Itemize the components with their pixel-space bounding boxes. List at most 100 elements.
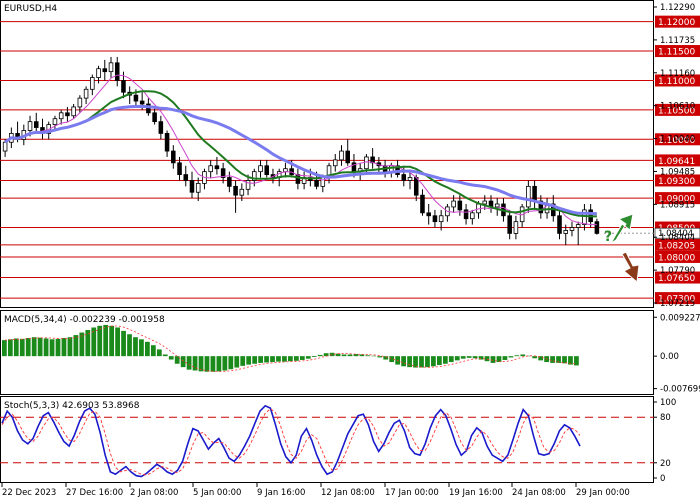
macd-bar: [145, 341, 150, 357]
candle-body: [569, 227, 575, 231]
level-label: 1.11500: [658, 48, 695, 58]
level-tag: [655, 154, 700, 167]
macd-bar: [192, 356, 198, 371]
price-tick-label: 1.08915: [660, 200, 695, 210]
chart-title: EURUSD,H4: [4, 4, 57, 14]
price-tick-label: 1.12290: [660, 3, 695, 13]
stoch-axis: 100 80 20 0: [654, 398, 676, 484]
support-resistance-levels: 1.12000 1.11500 1.11000 1.10500 1.10000 1.096…: [0, 15, 700, 305]
macd-bar: [383, 356, 389, 360]
time-tick-label: 2 Jan 08:00: [130, 488, 178, 498]
stoch-tick-label: 80: [660, 413, 671, 423]
candle-body: [364, 156, 369, 170]
macd-bar: [37, 337, 43, 357]
candle-body: [426, 212, 431, 217]
candle-body: [407, 177, 413, 181]
macd-bar: [216, 356, 222, 372]
macd-bar: [431, 356, 436, 367]
macd-bar: [204, 356, 210, 372]
candle-body: [401, 174, 407, 181]
candle-body: [339, 150, 344, 161]
macd-signal-line: [4, 325, 578, 373]
moving-average-slow: [4, 104, 597, 216]
candle-body: [171, 150, 176, 164]
macd-bar: [419, 356, 424, 368]
candle-body: [526, 185, 531, 208]
macd-bar: [150, 345, 156, 357]
forecast-up-arrow: [609, 213, 634, 245]
macd-bar: [532, 356, 538, 359]
time-tick-label: 22 Dec 2023: [2, 488, 56, 498]
macd-bar: [299, 356, 305, 360]
stoch-title: Stoch(5,3,3) 42.6903 53.8968: [4, 401, 140, 411]
macd-bar: [520, 354, 526, 357]
candle-body: [457, 200, 463, 211]
macd-bar: [442, 356, 448, 364]
macd-bar: [353, 354, 359, 357]
candle-body: [345, 150, 350, 164]
macd-axis: 0.009227 0.00 -0.007699: [654, 313, 700, 395]
macd-bar: [186, 356, 192, 370]
price-tick-label: 1.07215: [660, 299, 695, 309]
macd-bar: [19, 338, 25, 357]
time-axis: 22 Dec 2023 27 Dec 16:00 2 Jan 08:00 5 Jan …: [1, 483, 630, 498]
level-label: 1.10500: [658, 106, 695, 116]
macd-bar: [210, 356, 216, 372]
level-tag: [655, 174, 700, 187]
candle-body: [494, 203, 500, 208]
candle-body: [152, 112, 157, 123]
macd-bar: [508, 356, 514, 358]
macd-bar: [562, 356, 567, 364]
candle-body: [195, 183, 201, 193]
candle-body: [233, 185, 238, 196]
candle-body: [133, 94, 139, 102]
current-price-tag: [654, 227, 700, 239]
macd-bar: [425, 356, 430, 368]
candle-body: [139, 100, 145, 105]
candle-body: [239, 188, 245, 196]
price-tick-label: 1.11160: [660, 69, 695, 79]
level-label: 1.10000: [658, 136, 695, 146]
macd-bar: [335, 353, 341, 357]
macd-bar: [568, 356, 573, 365]
macd-bar: [67, 337, 73, 357]
macd-bar: [311, 356, 317, 358]
macd-bar: [317, 354, 323, 357]
level-tag: [655, 192, 700, 205]
candle-body: [58, 112, 64, 120]
level-tag: [655, 292, 700, 305]
candle-body: [71, 106, 76, 117]
candle-body: [121, 80, 126, 93]
price-candles: [2, 56, 600, 246]
candle-body: [320, 177, 326, 187]
time-tick-label: 17 Jan 00:00: [385, 488, 439, 498]
macd-bar: [252, 356, 258, 364]
candle-body: [563, 230, 569, 234]
time-tick-label: 27 Dec 16:00: [66, 488, 123, 498]
candle-body: [507, 215, 512, 234]
level-tag: [655, 271, 700, 284]
macd-bar: [127, 334, 132, 357]
macd-bar: [264, 356, 269, 363]
macd-bar: [162, 354, 168, 357]
macd-bar: [85, 330, 91, 357]
level-label: 1.08205: [658, 241, 695, 251]
stoch-lines: [1, 404, 581, 478]
candle-body: [27, 121, 33, 131]
macd-bar: [490, 356, 496, 363]
macd-bar: [121, 330, 126, 357]
candle-body: [90, 77, 95, 90]
candle-body: [83, 88, 89, 99]
candle-body: [575, 224, 581, 228]
candle-body: [432, 215, 438, 223]
macd-bar: [174, 356, 180, 364]
macd-bar: [347, 354, 353, 357]
macd-bar: [574, 356, 579, 366]
macd-bar: [43, 338, 49, 357]
candle-body: [177, 162, 182, 175]
candle-body: [214, 165, 220, 170]
macd-bar: [293, 356, 299, 361]
candle-body: [158, 121, 164, 134]
candle-body: [264, 165, 270, 175]
